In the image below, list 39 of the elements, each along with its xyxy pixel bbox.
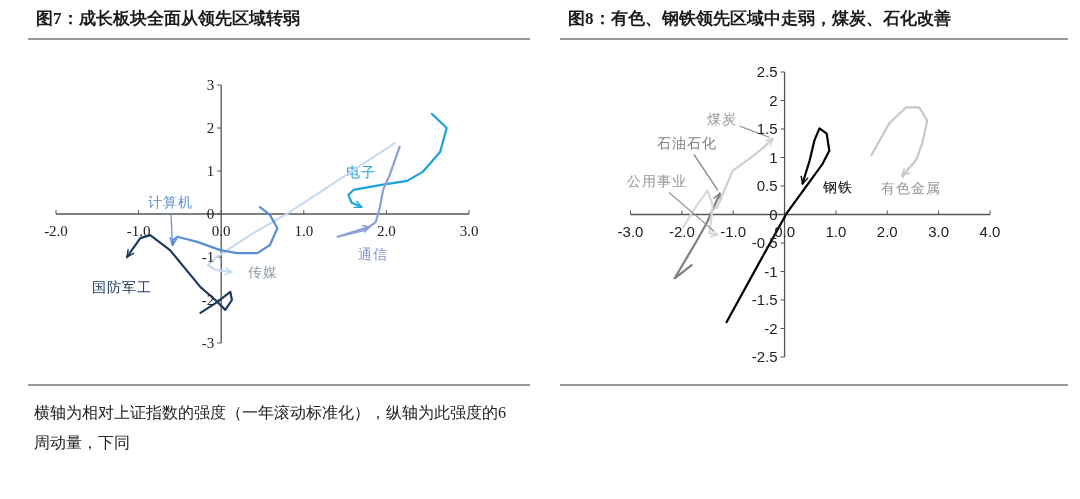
y-tick-label: 1: [769, 148, 778, 166]
x-tick-label: 2.0: [876, 222, 898, 240]
x-tick-label: -2.0: [668, 222, 695, 240]
text: 计算机: [147, 194, 193, 210]
text: 石油石化: [656, 136, 717, 152]
x-tick-label: 1.0: [294, 223, 314, 239]
x-tick-label: -1.0: [720, 222, 747, 240]
y-tick-label: -2: [201, 292, 215, 308]
y-tick-label: 1: [206, 163, 215, 179]
x-tick-label: -2.0: [44, 223, 68, 239]
x-tick-label: 2.0: [377, 223, 396, 239]
y-tick-label: 2: [206, 120, 215, 136]
chart-title: 图7：成长板块全面从领先区域转弱: [36, 9, 300, 28]
series-label: 通信: [357, 246, 388, 262]
x-tick-label: 3.0: [459, 223, 479, 239]
text: 国防军工: [92, 280, 153, 295]
x-tick-label: -1.0: [126, 223, 151, 239]
x-tick-label: 1.0: [825, 222, 847, 240]
x-tick-label: 4.0: [979, 222, 1001, 240]
y-tick-label: -1.5: [751, 291, 778, 308]
y-tick-label: 2: [769, 91, 778, 109]
series-label: 有色金属: [881, 180, 942, 196]
series-label: 传媒: [247, 265, 278, 281]
y-tick-label: 0.5: [756, 177, 778, 194]
y-tick-label: -3: [201, 335, 215, 351]
series-label: 公用事业: [626, 174, 687, 190]
text: 煤炭: [706, 111, 737, 127]
chart-title: 图8：有色、钢铁领先区域中走弱，煤炭、石化改善: [568, 8, 951, 28]
text: 横轴为相对上证指数的强度（一年滚动标准化），纵轴为此强度的6周动量，下同: [34, 404, 506, 451]
y-tick-label: -1: [201, 249, 215, 265]
y-tick-label: -1: [764, 262, 778, 280]
x-tick-label: 3.0: [928, 222, 950, 240]
y-tick-label: 3: [206, 77, 215, 93]
x-tick-label: -3.0: [617, 222, 644, 240]
y-tick-label: 2.5: [756, 63, 778, 80]
y-tick-label: -2: [764, 319, 778, 337]
y-tick-label: 1.5: [756, 120, 778, 137]
y-tick-label: -2.5: [751, 348, 778, 365]
series-label: 钢铁: [821, 179, 853, 195]
